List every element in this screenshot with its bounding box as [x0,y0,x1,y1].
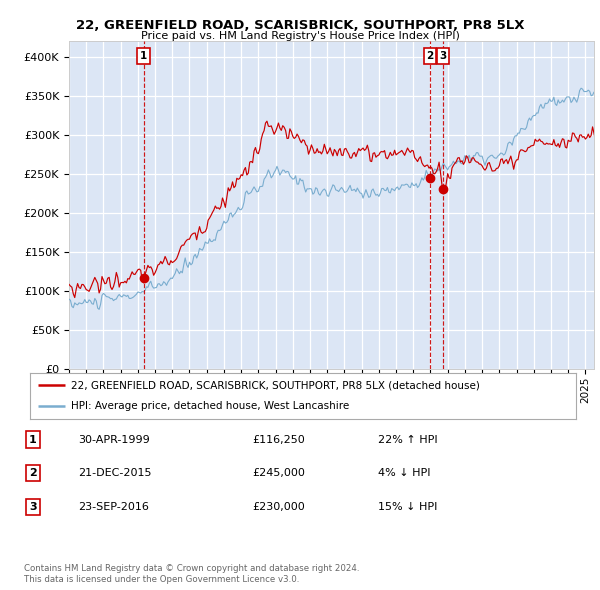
Text: 2: 2 [29,468,37,478]
Text: 21-DEC-2015: 21-DEC-2015 [78,468,151,478]
Text: 2: 2 [427,51,434,61]
Text: 22, GREENFIELD ROAD, SCARISBRICK, SOUTHPORT, PR8 5LX: 22, GREENFIELD ROAD, SCARISBRICK, SOUTHP… [76,19,524,32]
Text: 22, GREENFIELD ROAD, SCARISBRICK, SOUTHPORT, PR8 5LX (detached house): 22, GREENFIELD ROAD, SCARISBRICK, SOUTHP… [71,381,480,391]
Text: 1: 1 [29,435,37,444]
Text: £116,250: £116,250 [252,435,305,444]
Text: Contains HM Land Registry data © Crown copyright and database right 2024.: Contains HM Land Registry data © Crown c… [24,565,359,573]
Text: Price paid vs. HM Land Registry's House Price Index (HPI): Price paid vs. HM Land Registry's House … [140,31,460,41]
Text: 22% ↑ HPI: 22% ↑ HPI [378,435,437,444]
Text: £230,000: £230,000 [252,502,305,512]
Text: 23-SEP-2016: 23-SEP-2016 [78,502,149,512]
Text: 3: 3 [439,51,446,61]
Text: 1: 1 [140,51,147,61]
Text: 15% ↓ HPI: 15% ↓ HPI [378,502,437,512]
Text: £245,000: £245,000 [252,468,305,478]
Text: This data is licensed under the Open Government Licence v3.0.: This data is licensed under the Open Gov… [24,575,299,584]
Text: HPI: Average price, detached house, West Lancashire: HPI: Average price, detached house, West… [71,401,349,411]
Text: 3: 3 [29,502,37,512]
Text: 30-APR-1999: 30-APR-1999 [78,435,150,444]
Text: 4% ↓ HPI: 4% ↓ HPI [378,468,431,478]
